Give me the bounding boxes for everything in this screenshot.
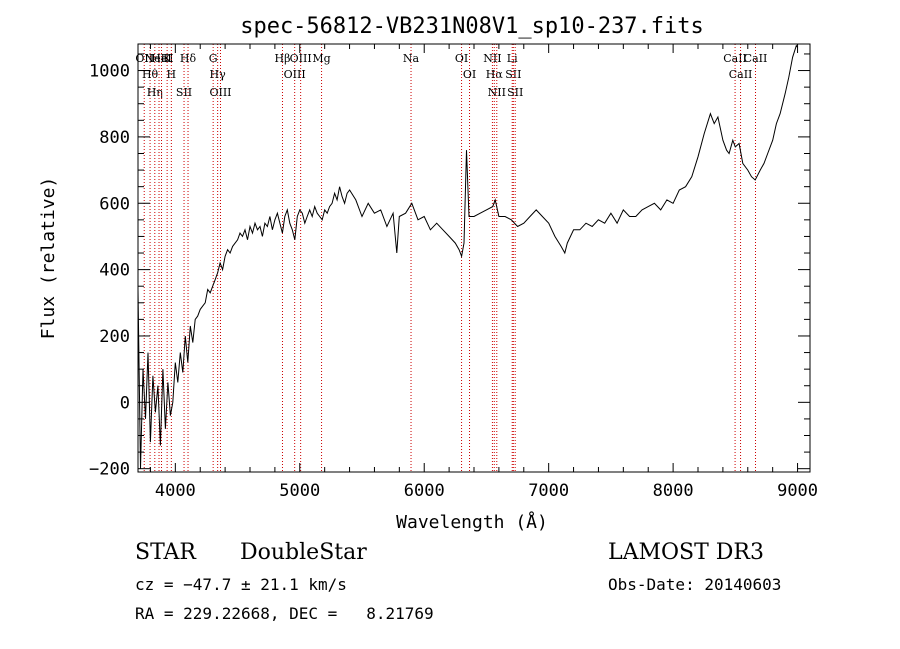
line-marker-label: HeI: [151, 52, 171, 65]
line-marker-label: Na: [403, 52, 420, 65]
y-tick-label: 0: [120, 393, 130, 413]
line-marker-label: CaII: [729, 68, 753, 81]
line-marker-label: NII: [483, 52, 501, 65]
line-marker-label: Li: [507, 52, 518, 65]
x-tick-label: 6000: [404, 481, 445, 501]
redshift-value: cz = −47.7 ± 21.1 km/s: [135, 575, 347, 594]
survey-name: LAMOST DR3: [608, 540, 764, 565]
obs-date: Obs-Date: 20140603: [608, 575, 781, 594]
x-tick-label: 5000: [279, 481, 320, 501]
line-marker-label: OI: [455, 52, 468, 65]
object-subclass: DoubleStar: [240, 540, 367, 565]
line-marker-label: OI: [463, 68, 476, 81]
line-marker-label: CaII: [723, 52, 747, 65]
chart-title: spec-56812-VB231N08V1_sp10-237.fits: [240, 14, 704, 39]
line-marker-label: SII: [505, 68, 521, 81]
line-marker-label: Hβ: [275, 52, 291, 65]
line-marker-label: Mg: [312, 52, 330, 65]
x-tick-label: 8000: [653, 481, 694, 501]
plot-frame: [137, 43, 811, 473]
line-marker-label: NeIII: [144, 52, 173, 65]
x-tick-label: 7000: [528, 481, 569, 501]
y-tick-label: 200: [99, 327, 130, 347]
spectrum-series-line: [137, 44, 798, 469]
line-marker-label: OII: [135, 52, 153, 65]
y-axis-label: Flux (relative): [38, 177, 59, 340]
line-marker-label: Hθ: [142, 68, 159, 81]
line-marker-label: Hδ: [180, 52, 197, 65]
line-marker-label: G: [209, 52, 218, 65]
line-marker-label: Hα: [486, 68, 504, 81]
coordinates: RA = 229.22668, DEC = 8.21769: [135, 604, 434, 623]
line-marker-label: K: [163, 52, 172, 65]
y-tick-label: −200: [89, 460, 130, 480]
x-axis-ticks: 4000 5000 6000 7000 8000 9000: [149, 44, 818, 501]
line-marker-label: H: [167, 68, 177, 81]
y-tick-label: 1000: [89, 62, 130, 82]
line-marker-label: OIII: [284, 68, 306, 81]
line-marker-label: OIII: [290, 52, 312, 65]
x-axis-label: Wavelength (Å): [396, 511, 548, 533]
y-tick-label: 400: [99, 261, 130, 281]
y-axis-ticks: −200 0 200 400 600 800 1000: [89, 53, 810, 480]
y-tick-label: 600: [99, 194, 130, 214]
line-marker-label: NII: [488, 86, 506, 99]
object-class: STAR: [135, 540, 197, 565]
line-marker-label: SII: [507, 86, 523, 99]
line-marker-label: Hη: [147, 86, 163, 99]
line-marker-label: CaII: [744, 52, 768, 65]
line-marker-label: OIII: [209, 86, 231, 99]
y-tick-label: 800: [99, 128, 130, 148]
x-tick-label: 4000: [155, 481, 196, 501]
line-marker-label: SII: [176, 86, 192, 99]
x-tick-label: 9000: [777, 481, 818, 501]
line-marker-label: Hγ: [210, 68, 227, 81]
